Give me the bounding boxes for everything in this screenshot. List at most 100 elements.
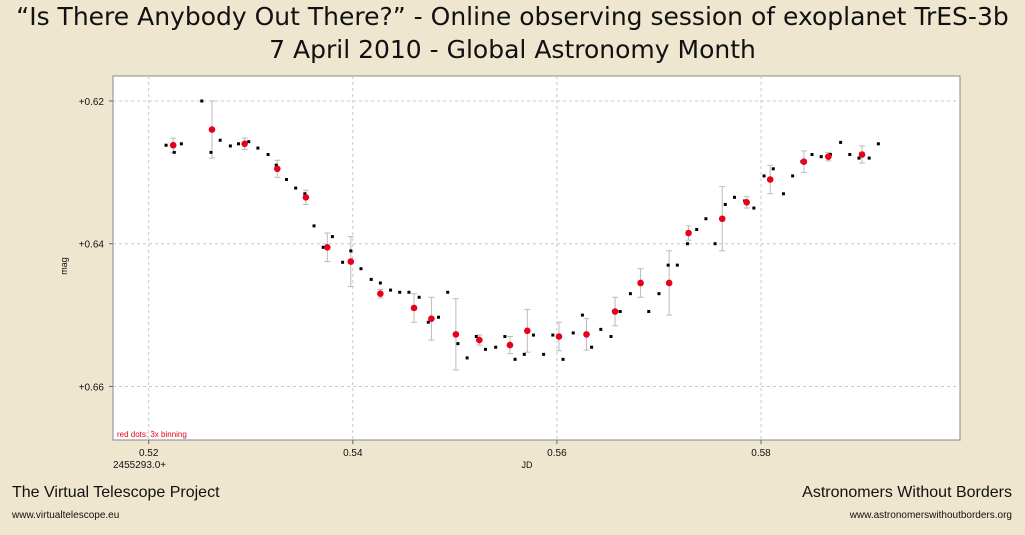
- raw-data-point: [781, 192, 785, 196]
- raw-data-point: [321, 245, 325, 249]
- raw-data-point: [609, 335, 613, 339]
- raw-data-point: [456, 342, 460, 346]
- raw-data-point: [503, 335, 507, 339]
- raw-data-point: [446, 290, 450, 294]
- binned-data-point: [347, 258, 355, 265]
- raw-data-point: [164, 143, 168, 147]
- binned-data-point: [524, 327, 531, 335]
- footer-project-url[interactable]: www.virtualtelescope.eu: [12, 510, 120, 521]
- binned-points: [169, 126, 866, 349]
- binned-data-point: [452, 331, 460, 338]
- binned-data-point: [410, 304, 418, 312]
- raw-data-point: [378, 281, 382, 285]
- raw-data-point: [330, 235, 334, 239]
- footer-project-name: The Virtual Telescope Project: [12, 484, 220, 501]
- plot-area: [112, 75, 961, 441]
- raw-data-point: [437, 315, 441, 319]
- raw-data-point: [303, 192, 307, 196]
- raw-data-point: [647, 310, 651, 314]
- chart-title-line-1: “Is There Anybody Out There?” - Online o…: [16, 2, 1009, 31]
- raw-data-point: [791, 174, 795, 178]
- raw-data-point: [483, 347, 487, 351]
- binned-data-point: [241, 140, 248, 148]
- binned-data-point: [611, 308, 619, 315]
- raw-data-point: [561, 357, 565, 361]
- raw-data-point: [172, 150, 176, 154]
- binned-data-point: [377, 290, 384, 297]
- raw-data-point: [417, 295, 421, 299]
- binned-data-point: [302, 194, 310, 201]
- footer-partner-url[interactable]: www.astronomerswithoutborders.org: [849, 510, 1012, 521]
- raw-data-point: [704, 217, 708, 221]
- binned-data-point: [208, 126, 216, 133]
- footer-partner-name: Astronomers Without Borders: [802, 484, 1012, 501]
- raw-data-point: [474, 335, 478, 339]
- raw-data-point: [666, 263, 670, 267]
- y-tick-label: +0.66: [79, 382, 105, 393]
- raw-data-point: [686, 242, 690, 246]
- raw-data-point: [848, 153, 852, 157]
- raw-data-point: [494, 345, 498, 349]
- binned-data-point: [506, 341, 514, 349]
- raw-data-point: [771, 167, 775, 171]
- raw-data-point: [819, 155, 823, 159]
- raw-data-point: [571, 331, 575, 335]
- raw-data-point: [513, 357, 517, 361]
- raw-data-point: [407, 290, 411, 294]
- raw-data-point: [398, 290, 402, 294]
- x-offset-label: 2455293.0+: [113, 460, 166, 471]
- raw-data-point: [247, 140, 251, 144]
- raw-data-point: [599, 327, 603, 331]
- raw-data-point: [551, 333, 555, 337]
- binned-data-point: [583, 331, 590, 338]
- raw-data-point: [312, 224, 316, 228]
- raw-data-point: [628, 292, 632, 296]
- y-axis: +0.62 +0.64 +0.66: [79, 97, 113, 393]
- raw-data-point: [723, 202, 727, 206]
- raw-data-point: [675, 263, 679, 267]
- binned-data-point: [428, 315, 435, 322]
- raw-data-point: [389, 288, 393, 292]
- raw-data-point: [294, 186, 298, 190]
- binned-data-point: [637, 279, 644, 287]
- y-tick-label: +0.62: [79, 97, 105, 108]
- binned-data-point: [555, 333, 563, 340]
- binned-data-point: [743, 199, 751, 206]
- raw-data-point: [762, 174, 766, 178]
- raw-data-point: [349, 249, 353, 253]
- raw-data-point: [839, 140, 843, 144]
- y-axis-label: mag: [59, 257, 69, 275]
- raw-points: [164, 99, 880, 361]
- raw-data-point: [618, 310, 622, 314]
- binned-data-point: [665, 279, 673, 287]
- raw-data-point: [237, 142, 241, 146]
- raw-data-point: [867, 156, 871, 160]
- raw-data-point: [266, 153, 270, 157]
- raw-data-point: [876, 142, 880, 146]
- raw-data-point: [657, 292, 661, 296]
- binned-data-point: [718, 215, 726, 223]
- raw-data-point: [256, 146, 260, 150]
- raw-data-point: [857, 156, 861, 160]
- raw-data-point: [274, 163, 278, 167]
- binned-data-point: [324, 243, 331, 251]
- binned-data-point: [766, 176, 774, 183]
- raw-data-point: [590, 345, 594, 349]
- binning-annotation: red dots: 3x binning: [117, 430, 187, 439]
- x-axis: 0.52 0.54 0.56 0.58: [139, 440, 771, 459]
- x-tick-label: 0.56: [547, 448, 567, 459]
- x-tick-label: 0.52: [139, 448, 159, 459]
- binned-data-point: [273, 165, 281, 173]
- raw-data-point: [580, 313, 584, 317]
- raw-data-point: [341, 260, 345, 264]
- raw-data-point: [695, 227, 699, 231]
- raw-data-point: [359, 267, 363, 271]
- binned-data-point: [169, 141, 177, 149]
- binned-data-point: [476, 336, 483, 344]
- raw-data-point: [542, 352, 546, 356]
- y-tick-label: +0.64: [79, 240, 105, 251]
- raw-data-point: [209, 150, 213, 154]
- raw-data-point: [369, 277, 373, 281]
- x-axis-label: JD: [522, 460, 534, 470]
